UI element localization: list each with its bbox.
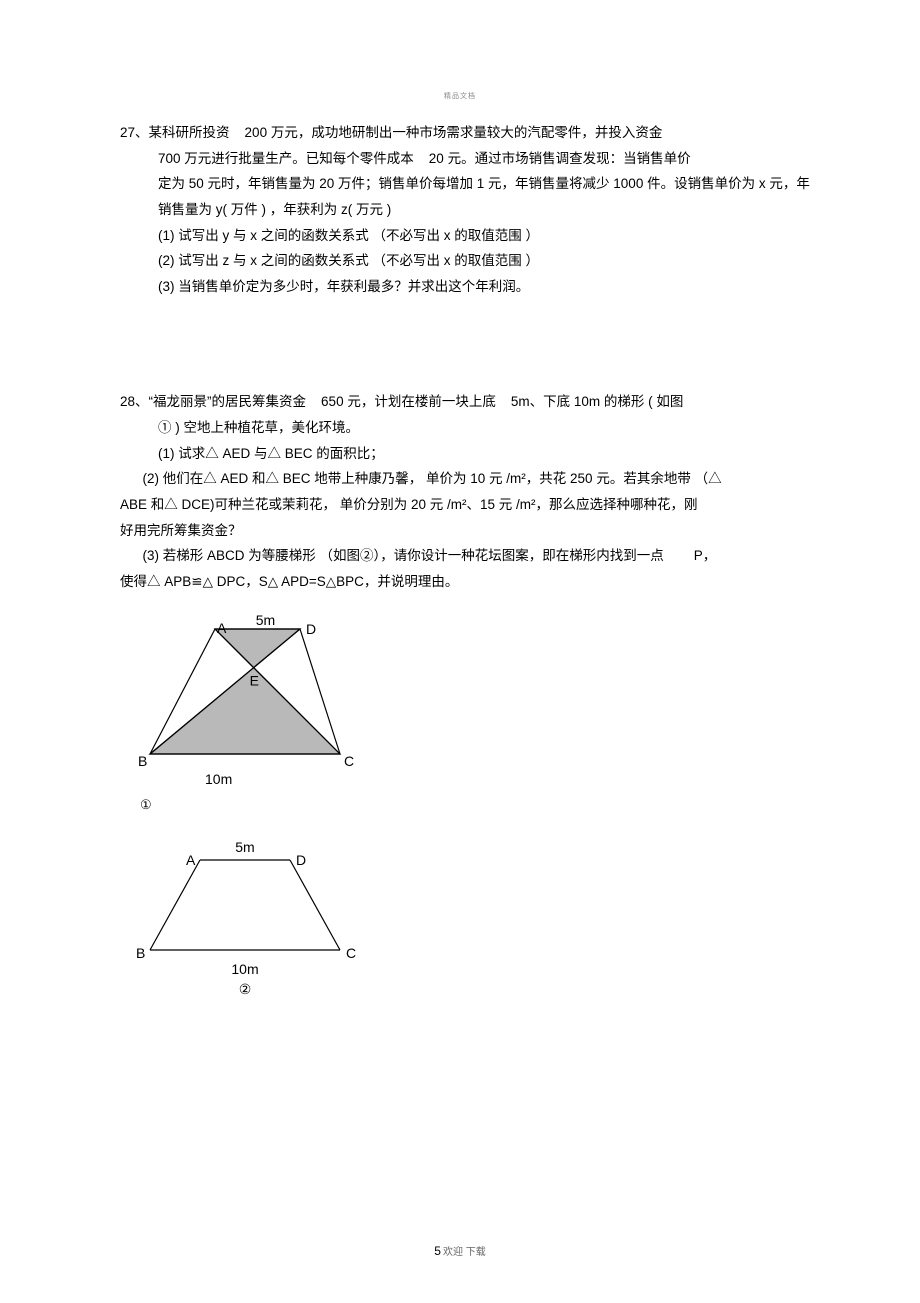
q27-line1: 27、某科研所投资 200 万元，成功地研制出一种市场需求量较大的汽配零件，并投… <box>120 120 810 146</box>
svg-text:C: C <box>346 945 356 961</box>
q27-l1b: 200 万元，成功地研制出一种市场需求量较大的汽配零件，并投入资金 <box>245 125 663 140</box>
q28-l1c: 5m、下底 10m 的梯形 ( 如图 <box>511 394 684 409</box>
q28-part2-l2: ABE 和△ DCE)可种兰花或茉莉花， 单价分别为 20 元 /m²、15 元… <box>120 492 810 518</box>
q27: 27、某科研所投资 200 万元，成功地研制出一种市场需求量较大的汽配零件，并投… <box>120 120 810 299</box>
q28: 28、“福龙丽景”的居民筹集资金 650 元，计划在楼前一块上底 5m、下底 1… <box>120 389 810 594</box>
q28-num: 28、 <box>120 394 149 409</box>
page-number: 5 <box>434 1244 441 1258</box>
q27-part2: (2) 试写出 z 与 x 之间的函数关系式 （不必写出 x 的取值范围 ） <box>120 248 810 274</box>
q28-p3a: (3) 若梯形 ABCD 为等腰梯形 （如图②），请你设计一种花坛图案，即在梯形… <box>143 548 664 563</box>
q27-l1a: 某科研所投资 <box>149 125 230 140</box>
q28-l1a: “福龙丽景”的居民筹集资金 <box>149 394 307 409</box>
page-footer: 5欢迎 下载 <box>0 1240 920 1263</box>
trapezoid-2-svg: A 5m D B C 10m ② <box>130 835 360 995</box>
svg-text:10m: 10m <box>205 771 232 787</box>
svg-text:C: C <box>344 753 354 769</box>
svg-text:D: D <box>296 852 306 868</box>
svg-text:B: B <box>136 945 145 961</box>
figure-2: A 5m D B C 10m ② <box>120 835 810 995</box>
svg-text:5m: 5m <box>256 612 275 628</box>
q28-p3b: P， <box>694 548 717 563</box>
svg-text:5m: 5m <box>235 839 254 855</box>
page: 精品文档 27、某科研所投资 200 万元，成功地研制出一种市场需求量较大的汽配… <box>0 0 920 1303</box>
q27-l2a: 700 万元进行批量生产。已知每个零件成本 <box>158 151 414 166</box>
q27-l2b: 20 元。通过市场销售调查发现：当销售单价 <box>429 151 691 166</box>
q27-part1: (1) 试写出 y 与 x 之间的函数关系式 （不必写出 x 的取值范围 ） <box>120 223 810 249</box>
q28-part2-l1: (2) 他们在△ AED 和△ BEC 地带上种康乃馨， 单价为 10 元 /m… <box>120 466 810 492</box>
trapezoid-1-svg: A 5m D E B C 10m <box>130 609 360 789</box>
q27-num: 27、 <box>120 125 149 140</box>
footer-text: 欢迎 下载 <box>443 1247 486 1258</box>
figure-1: A 5m D E B C 10m ① <box>120 609 810 818</box>
q28-part3-l2: 使得△ APB≌△ DPC，S△ APD=S△BPC，并说明理由。 <box>120 569 810 595</box>
q28-part2-l3: 好用完所筹集资金？ <box>120 518 810 544</box>
svg-text:A: A <box>186 852 196 868</box>
q28-part1: (1) 试求△ AED 与△ BEC 的面积比； <box>120 441 810 467</box>
q28-part3-l1: (3) 若梯形 ABCD 为等腰梯形 （如图②），请你设计一种花坛图案，即在梯形… <box>120 543 810 569</box>
svg-text:A: A <box>217 620 227 636</box>
q28-line1: 28、“福龙丽景”的居民筹集资金 650 元，计划在楼前一块上底 5m、下底 1… <box>120 389 810 415</box>
svg-text:B: B <box>138 753 147 769</box>
q27-line2: 700 万元进行批量生产。已知每个零件成本 20 元。通过市场销售调查发现：当销… <box>120 146 810 172</box>
q28-p2a: (2) 他们在△ AED 和△ BEC 地带上种康乃馨， 单价为 10 元 /m… <box>143 471 722 486</box>
q27-line3: 定为 50 元时，年销售量为 20 万件；销售单价每增加 1 元，年销售量将减少… <box>120 171 810 222</box>
q28-l1b: 650 元，计划在楼前一块上底 <box>321 394 496 409</box>
figure-1-caption: ① <box>130 793 810 818</box>
svg-text:E: E <box>250 672 259 688</box>
svg-text:D: D <box>306 621 316 637</box>
q27-part3: (3) 当销售单价定为多少时，年获利最多？并求出这个年利润。 <box>120 274 810 300</box>
running-header: 精品文档 <box>0 90 920 103</box>
svg-text:10m: 10m <box>231 961 258 977</box>
q28-line2: ① ) 空地上种植花草，美化环境。 <box>120 415 810 441</box>
svg-text:②: ② <box>239 981 252 995</box>
